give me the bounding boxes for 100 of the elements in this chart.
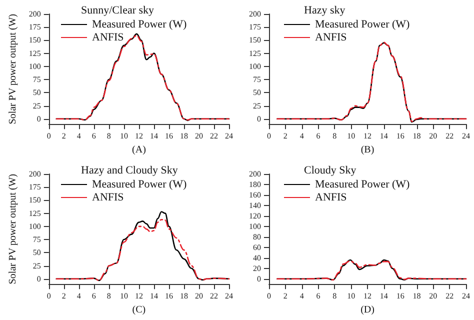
x-tick-label: 12 [364,292,372,301]
x-tick-label: 14 [150,292,158,301]
x-tick-label: 0 [46,292,51,301]
x-tick-label: 22 [210,292,218,301]
x-tick-label: 10 [120,292,128,301]
x-axis-title: (A) [132,144,146,156]
x-tick-label: 12 [364,132,372,141]
y-tick-label: 25 [32,101,41,110]
legend-title: Cloudy Sky [304,164,357,176]
x-tick-label: 6 [316,132,320,141]
y-tick-label: 180 [249,180,261,189]
x-tick-label: 6 [92,292,96,301]
legend-label: Measured Power (W) [315,178,410,190]
x-axis-title: (B) [360,144,374,156]
y-tick-label: 100 [28,222,41,231]
legend-label: ANFIS [92,32,124,44]
x-tick-label: 4 [76,132,81,141]
x-tick-label: 16 [396,292,404,301]
y-tick-label: 200 [28,10,41,18]
y-tick-label: 75 [32,75,41,84]
x-tick-label: 2 [283,292,288,301]
x-tick-label: 22 [446,292,454,301]
y-tick-label: 150 [28,196,41,205]
y-tick-label: 100 [28,62,41,71]
y-tick-label: 200 [28,170,41,178]
legend-label: Measured Power (W) [315,18,410,30]
x-tick-label: 0 [46,132,51,141]
x-tick-label: 14 [150,132,158,141]
y-tick-label: 0 [36,114,41,124]
x-tick-label: 6 [92,132,96,141]
y-tick-label: 140 [249,200,261,210]
y-tick-label: 200 [249,10,261,18]
y-tick-label: 75 [253,75,261,84]
x-tick-label: 18 [180,292,188,301]
x-tick-label: 8 [106,292,111,301]
x-tick-label: 8 [332,292,337,301]
x-tick-label: 18 [180,132,188,141]
x-tick-label: 24 [225,292,233,301]
x-axis-title: (D) [360,304,374,316]
x-tick-label: 8 [332,132,337,141]
x-tick-label: 18 [412,132,421,141]
y-tick-label: 160 [249,190,261,200]
y-tick-label: 50 [32,88,41,98]
x-tick-label: 24 [462,132,470,141]
legend-title: Hazy and Cloudy Sky [81,164,178,176]
x-tick-label: 16 [164,132,173,141]
y-tick-label: 50 [253,88,261,98]
x-tick-label: 4 [76,292,81,301]
x-tick-label: 12 [134,132,143,141]
x-tick-label: 10 [120,132,128,141]
x-axis-title: (C) [132,304,146,316]
x-tick-label: 22 [210,132,218,141]
y-tick-label: 150 [28,36,41,45]
y-tick-label: 20 [253,264,261,273]
x-tick-label: 2 [62,132,66,141]
legend-label: ANFIS [315,192,347,204]
y-tick-label: 120 [249,211,261,220]
x-tick-label: 20 [194,292,203,301]
x-tick-label: 10 [347,132,356,141]
y-tick-label: 175 [249,22,261,32]
y-tick-label: 175 [28,22,41,32]
y-tick-label: 40 [253,253,261,262]
x-tick-label: 22 [446,132,454,141]
x-tick-label: 20 [429,132,438,141]
y-tick-label: 150 [249,36,261,45]
y-tick-label: 25 [32,261,41,270]
x-tick-label: 20 [194,132,203,141]
y-tick-label: 25 [253,101,261,110]
x-tick-label: 24 [225,132,233,141]
y-tick-label: 75 [32,235,41,244]
legend-label: ANFIS [315,32,347,44]
x-tick-label: 14 [380,132,388,141]
y-tick-label: 125 [249,48,261,58]
y-tick-label: 125 [28,208,41,218]
y-tick-label: 125 [28,48,41,58]
y-tick-label: 60 [253,242,261,252]
x-tick-label: 4 [300,292,304,301]
legend-title: Hazy sky [304,4,346,16]
legend-label: Measured Power (W) [92,178,188,190]
y-tick-label: 100 [249,62,261,71]
x-tick-label: 0 [267,292,271,301]
x-tick-label: 20 [429,292,438,301]
legend-label: ANFIS [92,192,124,204]
x-tick-label: 16 [164,292,173,301]
y-tick-label: 0 [257,274,261,284]
x-tick-label: 2 [62,292,66,301]
y-tick-label: 100 [249,222,261,231]
x-tick-label: 2 [283,132,288,141]
y-tick-label: 80 [253,232,261,242]
x-tick-label: 12 [134,292,143,301]
x-tick-label: 4 [300,132,304,141]
y-tick-label: 50 [32,248,41,258]
y-tick-label: 175 [28,182,41,192]
x-tick-label: 6 [316,292,320,301]
legend-label: Measured Power (W) [92,18,188,30]
x-tick-label: 24 [462,292,470,301]
y-axis-title: Solar PV power output (W) [8,174,18,284]
legend-title: Sunny/Clear sky [81,4,155,16]
x-tick-label: 0 [267,132,271,141]
x-tick-label: 8 [106,132,111,141]
